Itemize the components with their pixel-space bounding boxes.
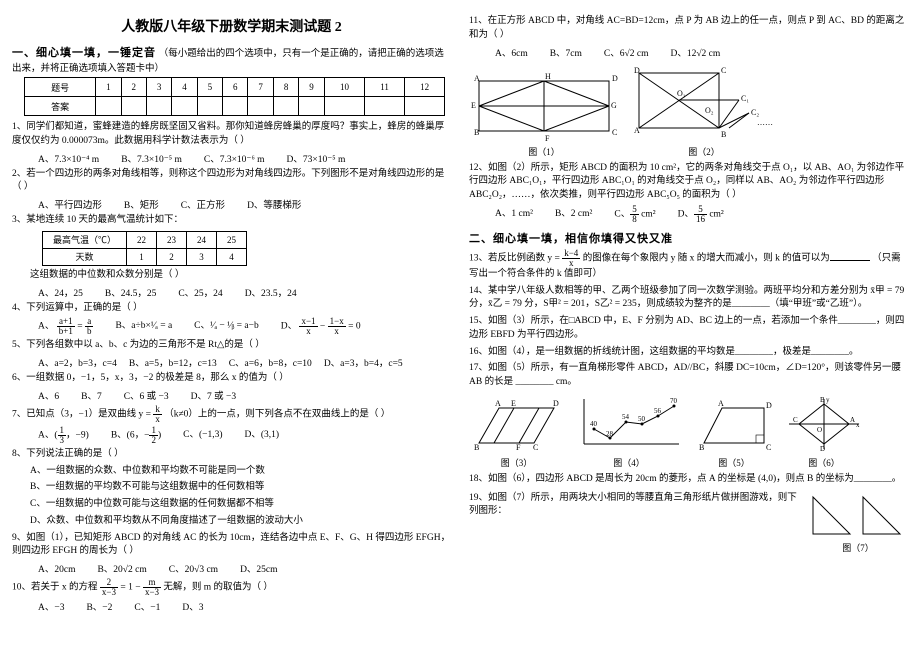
svg-text:x: x (856, 421, 860, 429)
q8-b: B、一组数据的平均数不可能与这组数据中的任何数相等 (12, 481, 451, 495)
q12-opts: A、1 cm²B、2 cm² C、58 cm² D、516 cm² (469, 205, 908, 224)
svg-text:40: 40 (590, 420, 598, 428)
svg-text:A: A (474, 74, 480, 83)
q3-opts: A、24，25B、24.5，25 C、25，24D、23.5，24 (12, 285, 451, 299)
svg-text:F: F (545, 134, 550, 143)
q6: 6、一组数据 0，−1，5，x，3，−2 的极差是 8，那么 x 的值为（ ） (12, 372, 451, 386)
svg-text:D: D (553, 399, 559, 408)
answer-table: 题号 12 34 56 78 910 1112 答案 (24, 77, 445, 116)
svg-text:C₂: C₂ (751, 108, 759, 117)
q6-opts: A、6B、7 C、6 或 −3D、7 或 −3 (12, 388, 451, 402)
svg-text:A: A (718, 399, 724, 408)
section1-header: 一、细心填一填，一锤定音 （每小题给出的四个选项中，只有一个是正确的，请把正确的… (12, 44, 451, 74)
svg-text:F: F (516, 443, 521, 452)
figure-4: 4028 5450 5670 图（4） (574, 394, 684, 469)
q7-opts: A、(13，−9) B、(6，−12) C、(−1,3) D、(3,1) (12, 426, 451, 445)
figrow-1-2: AD BC EH GF 图（1） DA CB O₁C₁ O₂C₂ …… (469, 63, 908, 158)
svg-text:A: A (634, 126, 640, 135)
svg-text:B: B (820, 396, 825, 404)
svg-text:54: 54 (622, 413, 630, 421)
q8-a: A、一组数据的众数、中位数和平均数不可能是同一个数 (12, 465, 451, 479)
svg-text:50: 50 (638, 415, 646, 423)
svg-text:A: A (495, 399, 501, 408)
svg-text:E: E (471, 101, 476, 110)
svg-text:E: E (511, 399, 516, 408)
svg-text:D: D (634, 66, 640, 75)
q10-opts: A、−3B、−2 C、−1D、3 (12, 599, 451, 613)
svg-text:D: D (820, 445, 825, 453)
svg-text:C: C (766, 443, 771, 452)
q5-opts: A、a=2，b=3，c=4B、a=5，b=12，c=13 C、a=6，b=8，c… (12, 355, 451, 369)
q3-after: 这组数据的中位数和众数分别是（ ） (12, 269, 451, 283)
section2-header: 二、细心填一填，相信你填得又快又准 (469, 230, 908, 246)
svg-text:D: D (612, 74, 618, 83)
svg-text:C: C (793, 416, 798, 424)
svg-text:C: C (721, 66, 726, 75)
q8-c: C、一组数据的中位数可能与这组数据的任何数据都不相等 (12, 498, 451, 512)
svg-text:O₁: O₁ (677, 89, 686, 98)
q4-opt-d: D、 x−1x − 1−xx = 0 (281, 317, 361, 336)
svg-text:……: …… (757, 118, 773, 127)
q14: 14、某中学八年级人数相等的甲、乙两个班级参加了同一次数学测验。两班平均分和方差… (469, 285, 908, 313)
figure-5: AD BC 图（5） (694, 398, 774, 469)
table-row: 题号 12 34 56 78 910 1112 (25, 78, 445, 97)
q12: 12、如图（2）所示，矩形 ABCD 的面积为 10 cm²，它的两条对角线交于… (469, 162, 908, 203)
svg-text:A: A (850, 416, 855, 424)
q11-opts: A、6cmB、7cm C、6√2 cmD、12√2 cm (469, 45, 908, 59)
q8-d: D、众数、中位数和平均数从不同角度描述了一组数据的波动大小 (12, 515, 451, 529)
svg-text:B: B (699, 443, 704, 452)
q3-table: 最高气温（℃）22232425 天数1234 (42, 231, 247, 266)
q9-opts: A、20cmB、20√2 cm C、20√3 cmD、25cm (12, 561, 451, 575)
figure-7: 图（7） (808, 489, 908, 554)
q10: 10、若关于 x 的方程 2x−3 = 1 − mx−3 无解，则 m 的取值为… (12, 578, 451, 597)
q4-opt-a: A、 a+1b+1 = ab (38, 317, 93, 336)
svg-text:70: 70 (670, 397, 678, 405)
q4-opts: A、 a+1b+1 = ab B、a÷b×¹⁄ₐ = a C、¹⁄ₐ − ¹⁄ᵦ… (12, 317, 451, 336)
q7: 7、已知点（3，−1）是双曲线 y = kx （k≠0）上的一点，则下列各点不在… (12, 405, 451, 424)
figure-2: DA CB O₁C₁ O₂C₂ …… 图（2） (629, 63, 779, 158)
page-title: 人教版八年级下册数学期末测试题 2 (12, 16, 451, 36)
q2-opts: A、平行四边形B、矩形 C、正方形D、等腰梯形 (12, 197, 451, 211)
q2: 2、若一个四边形的两条对角线相等，则称这个四边形为对角线四边形。下列图形不是对角… (12, 168, 451, 196)
q5: 5、下列各组数中以 a、b、c 为边的三角形不是 Rt△的是（ ） (12, 339, 451, 353)
q1: 1、同学们都知道，蜜蜂建造的蜂房既坚固又省料。那你知道蜂房蜂巢的厚度吗？事实上，… (12, 121, 451, 149)
figure-6: xy BA DC O 图（6） (784, 394, 864, 469)
svg-text:O₂: O₂ (705, 106, 714, 115)
q1-opts: A、7.3×10⁻⁴ mB、7.3×10⁻⁵ m C、7.3×10⁻⁶ mD、7… (12, 151, 451, 165)
svg-text:C: C (612, 128, 617, 137)
figure-1: AD BC EH GF 图（1） (469, 71, 619, 158)
svg-text:C₁: C₁ (741, 94, 749, 103)
figrow-3-6: AED BFC 图（3） 4028 5450 5670 图（4） AD BC (469, 394, 908, 469)
svg-text:56: 56 (654, 407, 662, 415)
q9: 9、如图（1），已知矩形 ABCD 的对角线 AC 的长为 10cm，连结各边中… (12, 532, 451, 560)
svg-text:D: D (766, 401, 772, 410)
q13: 13、若反比例函数 y = k−4x 的图像在每个象限内 y 随 x 的增大而减… (469, 249, 908, 282)
svg-text:B: B (474, 128, 479, 137)
q17: 17、如图（5）所示，有一直角梯形零件 ABCD，AD//BC，斜腰 DC=10… (469, 362, 908, 390)
svg-text:B: B (721, 130, 726, 139)
svg-text:O: O (817, 426, 822, 434)
q19: 19、如图（7）所示，用两块大小相同的等腰直角三角形纸片做拼图游戏，则下列图形： (469, 492, 800, 520)
q16: 16、如图（4），是一组数据的折线统计图，这组数据的平均数是________，极… (469, 346, 908, 360)
q4: 4、下列运算中，正确的是（ ） (12, 302, 451, 316)
left-column: 人教版八年级下册数学期末测试题 2 一、细心填一填，一锤定音 （每小题给出的四个… (12, 12, 451, 639)
q8: 8、下列说法正确的是（ ） (12, 448, 451, 462)
svg-text:C: C (533, 443, 538, 452)
q11: 11、在正方形 ABCD 中，对角线 AC=BD=12cm，点 P 为 AB 边… (469, 15, 908, 43)
svg-text:B: B (474, 443, 479, 452)
svg-text:28: 28 (606, 430, 614, 438)
svg-text:H: H (545, 72, 551, 81)
q3: 3、某地连续 10 天的最高气温统计如下： (12, 214, 451, 228)
svg-text:G: G (611, 101, 617, 110)
table-row: 答案 (25, 97, 445, 116)
figure-3: AED BFC 图（3） (469, 398, 564, 469)
right-column: 11、在正方形 ABCD 中，对角线 AC=BD=12cm，点 P 为 AB 边… (469, 12, 908, 639)
q15: 15、如图（3）所示，在□ABCD 中，E、F 分别为 AD、BC 边上的一点，… (469, 315, 908, 343)
q18: 18、如图（6），四边形 ABCD 是周长为 20cm 的菱形，点 A 的坐标是… (469, 473, 908, 487)
svg-text:y: y (826, 396, 830, 404)
